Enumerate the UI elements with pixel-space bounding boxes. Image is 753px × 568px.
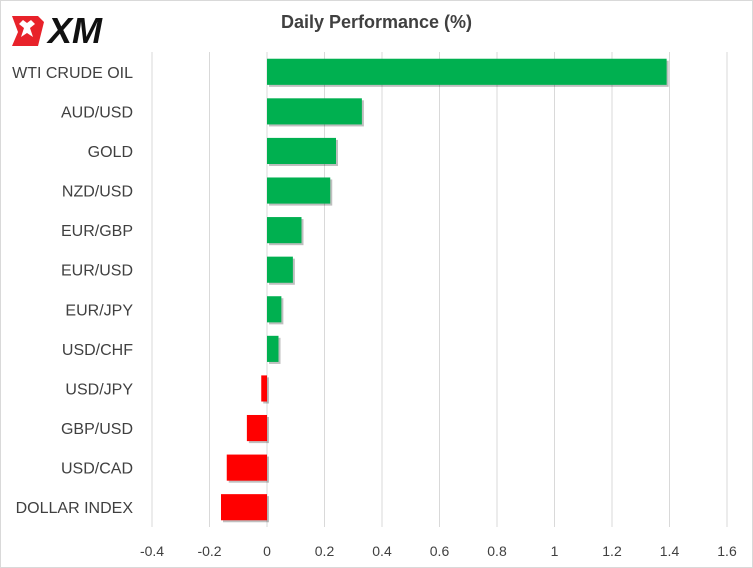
category-label: EUR/JPY (65, 302, 133, 319)
x-tick-label: 1.6 (717, 543, 737, 559)
category-label: NZD/USD (62, 184, 133, 201)
bar (267, 137, 336, 165)
category-label: AUD/USD (61, 104, 133, 121)
bar (267, 335, 279, 362)
bull-icon (12, 16, 44, 46)
bar (267, 177, 331, 204)
category-label: EUR/USD (61, 263, 133, 280)
chart-title: Daily Performance (%) (280, 12, 473, 32)
bar (221, 494, 267, 521)
x-tick-label: 1 (551, 543, 559, 559)
category-label: USD/JPY (65, 381, 133, 398)
xm-logo: XM (12, 10, 103, 50)
category-label: DOLLAR INDEX (16, 500, 134, 517)
bar (267, 256, 293, 283)
gridlines (151, 52, 728, 527)
x-tick-label: -0.4 (140, 543, 164, 559)
bar (267, 217, 302, 244)
bar (226, 454, 267, 481)
bar (267, 98, 362, 125)
category-labels: WTI CRUDE OIL AUD/USD GOLD NZD/USD EUR/GBP EU… (12, 65, 133, 517)
bar (261, 375, 267, 402)
x-tick-label: 0.4 (372, 543, 392, 559)
x-tick-label: 0.2 (315, 543, 335, 559)
bar (267, 58, 667, 85)
category-label: USD/CAD (61, 461, 133, 478)
bar (267, 296, 282, 323)
category-label: WTI CRUDE OIL (12, 65, 133, 82)
x-tick-label: 0.8 (487, 543, 507, 559)
x-tick-label: 1.4 (660, 543, 680, 559)
x-tick-label: 0 (263, 543, 271, 559)
logo-text: XM (46, 10, 103, 50)
x-tick-label: 1.2 (602, 543, 622, 559)
x-tick-labels: -0.4 -0.2 0 0.2 0.4 0.6 0.8 1 1.2 1.4 1.6 (140, 543, 737, 559)
category-label: EUR/GBP (61, 223, 133, 240)
bar (246, 414, 267, 442)
bars (221, 58, 669, 523)
x-tick-label: -0.2 (197, 543, 221, 559)
category-label: USD/CHF (62, 342, 133, 359)
category-label: GBP/USD (61, 421, 133, 438)
x-tick-label: 0.6 (430, 543, 450, 559)
category-label: GOLD (88, 144, 133, 161)
